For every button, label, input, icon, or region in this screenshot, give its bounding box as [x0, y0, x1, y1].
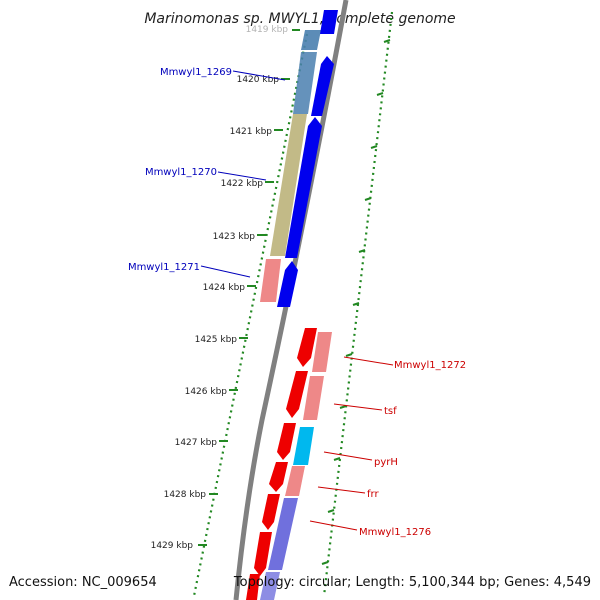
- leader-line: [333, 403, 383, 411]
- leader-line: [200, 265, 251, 278]
- genome-summary-text: Topology: circular; Length: 5,100,344 bp…: [233, 575, 591, 590]
- gene-label-forward[interactable]: Mmwyl1_1269: [160, 67, 232, 78]
- gene-label-forward[interactable]: Mmwyl1_1271: [128, 262, 200, 273]
- cog-bar: [301, 30, 321, 50]
- leader-line: [323, 451, 373, 461]
- cog-bar: [270, 114, 307, 256]
- leader-line: [232, 70, 286, 81]
- gene-label-reverse[interactable]: tsf: [384, 406, 397, 417]
- kbp-label: 1426 kbp: [185, 387, 228, 397]
- cds-arrow-reverse: [297, 328, 317, 367]
- cds-arrow-forward: [285, 117, 322, 258]
- gene-label-reverse[interactable]: Mmwyl1_1276: [359, 527, 431, 538]
- leader-line: [217, 171, 267, 181]
- cog-bar: [293, 427, 314, 465]
- kbp-label: 1427 kbp: [175, 438, 218, 448]
- cds-arrow-reverse: [286, 371, 308, 418]
- kbp-label: 1424 kbp: [203, 283, 246, 293]
- kbp-label: 1419 kbp: [246, 25, 289, 35]
- kbp-label: 1423 kbp: [213, 232, 256, 242]
- gene-label-reverse[interactable]: frr: [367, 489, 379, 500]
- leader-line: [317, 486, 366, 494]
- leader-line: [343, 356, 394, 366]
- cog-bar: [268, 498, 298, 570]
- kbp-tick-group: 1419 kbp 1420 kbp 1421 kbp 1422 kbp 1423…: [151, 25, 300, 551]
- leader-line: [309, 520, 358, 531]
- kbp-label: 1428 kbp: [164, 490, 207, 500]
- backbone-circle: [233, 0, 349, 600]
- cog-bar: [312, 332, 332, 372]
- accession-text: Accession: NC_009654: [9, 575, 157, 590]
- gene-label-reverse[interactable]: pyrH: [374, 457, 398, 468]
- cog-bar: [260, 259, 281, 302]
- cds-arrow-forward: [277, 261, 298, 307]
- cds-arrow-forward: [311, 56, 334, 116]
- kbp-label: 1420 kbp: [237, 75, 280, 85]
- kbp-label: 1422 kbp: [221, 179, 264, 189]
- outer-tick-ring: [322, 11, 394, 597]
- kbp-label: 1421 kbp: [230, 127, 273, 137]
- kbp-label: 1425 kbp: [195, 335, 238, 345]
- outer-tick-marks: [321, 39, 391, 565]
- cds-arrow-reverse: [246, 574, 260, 600]
- cds-arrow-reverse: [254, 532, 272, 576]
- cog-bar: [293, 52, 317, 114]
- cds-arrow-reverse: [262, 494, 280, 530]
- gene-label-forward[interactable]: Mmwyl1_1270: [145, 167, 217, 178]
- cog-bar: [260, 572, 280, 600]
- cds-arrow-reverse: [277, 423, 296, 460]
- gene-label-reverse[interactable]: Mmwyl1_1272: [394, 360, 466, 371]
- kbp-label: 1429 kbp: [151, 541, 194, 551]
- map-title: Marinomonas sp. MWYL1, complete genome: [144, 11, 455, 27]
- cds-arrow-forward: [320, 10, 338, 34]
- cog-bar: [285, 466, 305, 496]
- cog-bar: [303, 376, 324, 420]
- cds-arrow-reverse: [269, 462, 288, 492]
